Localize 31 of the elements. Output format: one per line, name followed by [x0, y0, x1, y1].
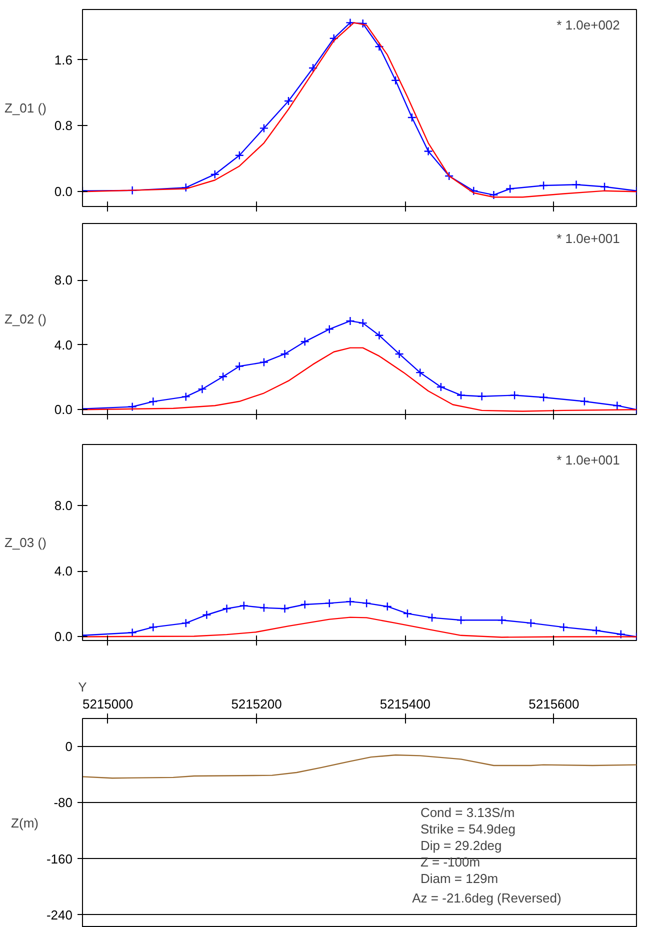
annotation: Dip = 29.2deg [420, 838, 502, 854]
y-axis-title: Z(m) [11, 816, 38, 830]
x-tick-label: 5215600 [528, 696, 580, 712]
x-tick-label: 5215000 [82, 696, 134, 712]
y-tick-label: 8.0 [54, 498, 73, 513]
y-axis-title: Z_03 () [4, 535, 46, 550]
y-axis-title: Z_01 () [4, 100, 46, 116]
annotation: Strike = 54.9deg [420, 822, 516, 837]
y-tick-label: -160 [46, 851, 73, 866]
annotation: * 1.0e+001 [556, 231, 620, 246]
y-tick-label: 0.0 [54, 402, 73, 418]
y-tick-label: 0.8 [54, 118, 73, 134]
annotation: * 1.0e+002 [556, 17, 620, 32]
y-tick-label: 0.0 [54, 629, 73, 644]
y-tick-label: 1.6 [54, 52, 73, 68]
y-tick-label: -240 [46, 907, 73, 922]
annotation: Cond = 3.13S/m [420, 805, 515, 820]
x-tick-label: 5215200 [231, 696, 282, 712]
annotation: Diam = 129m [420, 871, 498, 886]
annotation: * 1.0e+001 [556, 452, 620, 468]
x-tick-label: 5215400 [380, 696, 431, 712]
y-tick-label: 8.0 [54, 272, 73, 288]
y-tick-label: -80 [54, 795, 73, 810]
y-tick-label: 4.0 [54, 337, 73, 352]
y-tick-label: 0.0 [54, 184, 73, 200]
annotation: Z = -100m [420, 854, 480, 870]
y-tick-label: 4.0 [54, 564, 73, 579]
y-axis-title: Z_02 () [4, 312, 46, 326]
y-tick-label: 0 [65, 739, 73, 754]
annotation: Az = -21.6deg (Reversed) [412, 890, 562, 906]
x-axis-title: Y [78, 680, 88, 694]
